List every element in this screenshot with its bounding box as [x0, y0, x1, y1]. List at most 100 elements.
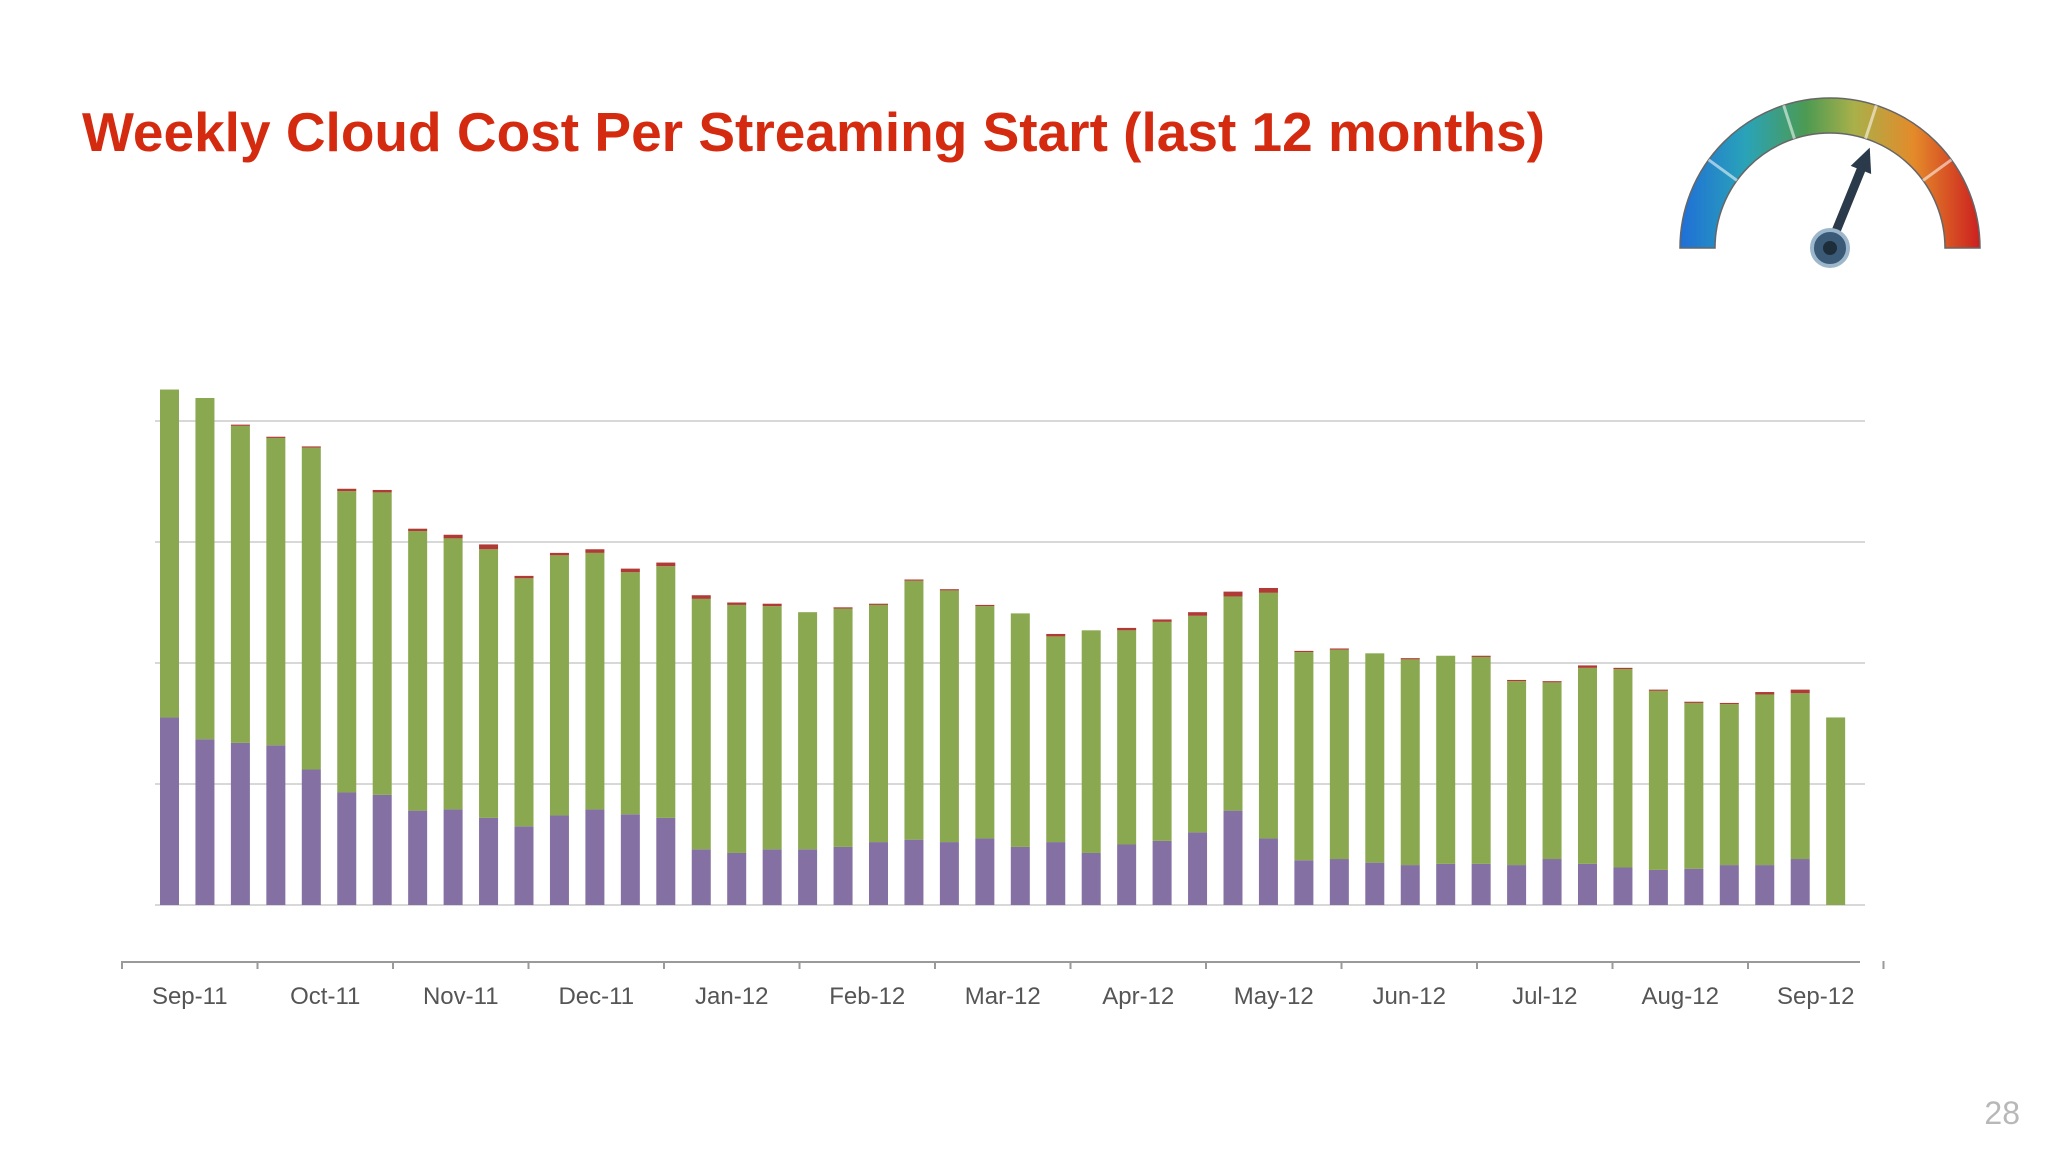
- x-axis: Sep-11 Oct-11 Nov-11 Dec-11 Jan-12 Feb-12 Mar-…: [121, 961, 1885, 1010]
- bar-purple-week-28: [1117, 844, 1137, 905]
- bar-green-week-47: [1790, 693, 1810, 860]
- bar-green-week-31: [1223, 596, 1243, 811]
- bar-red-week-17: [727, 602, 747, 605]
- bar-red-week-44: [1684, 701, 1704, 703]
- bar-red-week-40: [1542, 681, 1562, 683]
- bar-red-week-18: [762, 603, 782, 607]
- gauge-tick: [1864, 104, 1878, 140]
- x-tick-label: Jul-12: [1512, 983, 1577, 1010]
- bar-green-week-5: [301, 447, 321, 770]
- bar-red-week-39: [1507, 679, 1527, 682]
- bar-red-week-32: [1258, 587, 1278, 593]
- bar-purple-week-44: [1684, 868, 1704, 905]
- bar-green-week-9: [443, 538, 463, 810]
- bar-purple-week-22: [904, 839, 924, 905]
- bar-green-week-43: [1648, 690, 1668, 870]
- bar-purple-week-7: [372, 794, 392, 905]
- bar-red-week-43: [1648, 689, 1668, 691]
- bar-red-week-14: [620, 568, 640, 573]
- bar-green-week-35: [1365, 653, 1385, 863]
- bar-purple-week-40: [1542, 859, 1562, 905]
- bar-green-week-46: [1755, 694, 1775, 866]
- bar-green-week-8: [408, 531, 428, 811]
- bar-purple-week-41: [1578, 863, 1597, 905]
- bar-purple-week-35: [1365, 862, 1385, 905]
- bar-red-week-24: [975, 604, 995, 607]
- bar-red-week-15: [656, 562, 676, 567]
- bar-purple-week-5: [301, 769, 321, 905]
- speedometer-gauge-icon: [1679, 97, 1981, 268]
- bar-green-week-17: [727, 604, 747, 853]
- bar-red-week-33: [1294, 650, 1314, 653]
- bar-purple-week-17: [727, 852, 747, 905]
- bar-green-week-34: [1329, 649, 1349, 860]
- bar-purple-week-18: [762, 849, 782, 905]
- bar-red-week-28: [1117, 627, 1137, 631]
- bar-red-week-21: [869, 603, 888, 605]
- bar-purple-week-4: [266, 745, 286, 905]
- x-tick-label: Dec-11: [558, 983, 634, 1010]
- bar-green-week-41: [1578, 667, 1597, 864]
- bar-green-week-37: [1436, 655, 1456, 864]
- bar-green-week-33: [1294, 652, 1314, 861]
- bar-green-week-15: [656, 566, 676, 818]
- bar-green-week-45: [1719, 704, 1739, 866]
- bar-green-week-42: [1613, 669, 1633, 868]
- bar-red-week-12: [549, 552, 569, 556]
- bar-green-week-44: [1684, 702, 1704, 869]
- bar-purple-week-8: [408, 810, 428, 905]
- x-tick-label: Jan-12: [695, 983, 768, 1010]
- bar-purple-week-45: [1719, 865, 1739, 905]
- bar-green-week-6: [337, 491, 357, 793]
- bar-red-week-26: [1046, 633, 1066, 637]
- gauge-tick: [1922, 158, 1953, 182]
- bar-green-week-21: [869, 604, 888, 843]
- gauge-tick: [1782, 104, 1796, 140]
- x-tick-label: Sep-12: [1777, 983, 1854, 1010]
- bar-green-week-22: [904, 580, 924, 840]
- bar-purple-week-27: [1081, 852, 1101, 905]
- bar-green-week-16: [691, 598, 711, 850]
- x-tick-label: Feb-12: [829, 983, 905, 1010]
- bar-green-week-28: [1117, 630, 1137, 845]
- page-number: 28: [1984, 1095, 2020, 1131]
- bar-purple-week-29: [1152, 840, 1172, 905]
- bars: [160, 389, 1846, 905]
- x-tick-label: Sep-11: [152, 983, 228, 1010]
- gauge-arc: [1679, 97, 1981, 249]
- bar-red-week-38: [1471, 655, 1491, 657]
- x-tick-label: Mar-12: [965, 983, 1041, 1010]
- bar-red-week-42: [1613, 667, 1633, 670]
- bar-red-week-30: [1188, 612, 1208, 616]
- gauge-ticks: [1707, 104, 1953, 182]
- bar-red-week-9: [443, 534, 463, 539]
- bar-purple-week-2: [195, 739, 215, 905]
- bar-green-week-26: [1046, 636, 1066, 843]
- gauge-tick: [1707, 158, 1738, 182]
- bar-purple-week-43: [1648, 869, 1668, 905]
- bar-purple-week-3: [230, 742, 250, 905]
- bar-green-week-2: [195, 398, 215, 740]
- bar-purple-week-30: [1188, 832, 1208, 905]
- x-tick-label: Aug-12: [1642, 983, 1719, 1010]
- bar-red-week-16: [691, 595, 711, 599]
- bar-purple-week-38: [1471, 863, 1491, 905]
- bar-red-week-5: [301, 446, 321, 448]
- bar-purple-week-25: [1010, 846, 1030, 905]
- bar-purple-week-42: [1613, 867, 1633, 905]
- bar-green-week-18: [762, 606, 782, 850]
- bar-purple-week-14: [620, 814, 640, 905]
- bar-red-week-31: [1223, 591, 1243, 597]
- x-tick-label: Oct-11: [290, 983, 360, 1010]
- bar-purple-week-34: [1329, 859, 1349, 905]
- bar-red-week-45: [1719, 702, 1739, 705]
- bar-green-week-32: [1258, 592, 1278, 839]
- bar-green-week-12: [549, 555, 569, 816]
- bar-green-week-40: [1542, 682, 1562, 860]
- bar-purple-week-12: [549, 815, 569, 905]
- bar-green-week-29: [1152, 621, 1172, 841]
- bar-purple-week-33: [1294, 860, 1314, 905]
- bar-red-week-23: [939, 589, 959, 591]
- bar-green-week-23: [939, 590, 959, 843]
- bar-red-week-3: [230, 424, 250, 426]
